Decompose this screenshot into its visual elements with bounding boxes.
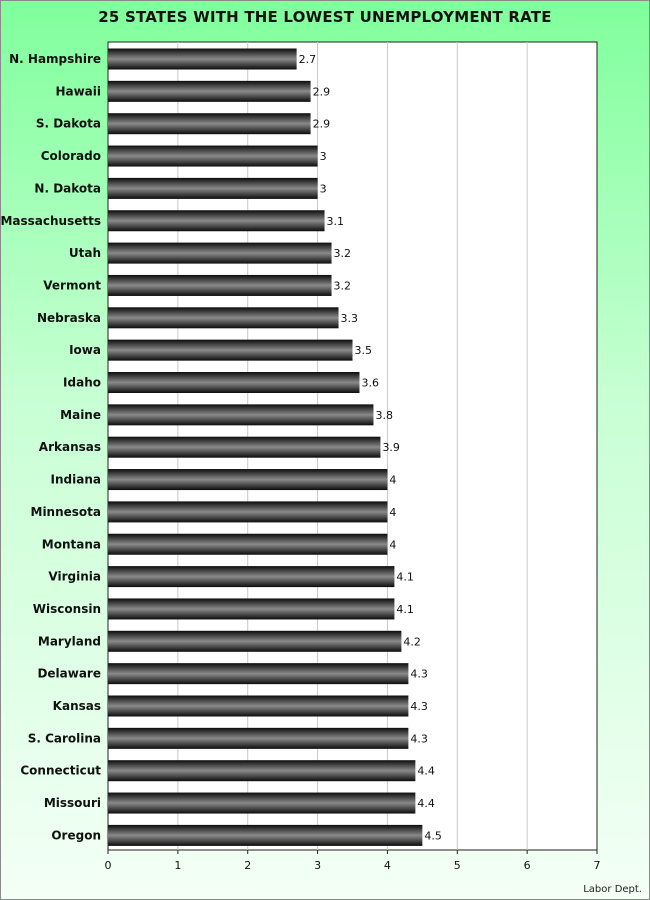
category-label: Delaware bbox=[37, 667, 101, 681]
value-label: 4 bbox=[389, 474, 396, 487]
value-label: 3.5 bbox=[355, 344, 373, 357]
x-tick-label: 6 bbox=[524, 859, 531, 872]
value-label: 4.2 bbox=[403, 635, 421, 648]
value-label: 2.7 bbox=[299, 53, 317, 66]
category-label: Hawaii bbox=[55, 84, 101, 98]
category-label: Kansas bbox=[53, 699, 101, 713]
bar bbox=[108, 372, 360, 393]
bar bbox=[108, 436, 381, 458]
value-label: 4.3 bbox=[410, 732, 428, 745]
category-label: Arkansas bbox=[39, 440, 101, 454]
value-label: 4.5 bbox=[424, 829, 442, 842]
bar bbox=[108, 274, 332, 296]
bar bbox=[108, 533, 388, 555]
category-label: Connecticut bbox=[20, 764, 101, 778]
bar bbox=[108, 695, 409, 717]
category-label: S. Dakota bbox=[36, 117, 101, 131]
bar bbox=[108, 339, 353, 361]
bar bbox=[108, 501, 388, 523]
category-label: Iowa bbox=[69, 343, 101, 357]
category-label: Vermont bbox=[43, 278, 101, 292]
x-tick-label: 2 bbox=[244, 859, 251, 872]
bar bbox=[108, 404, 374, 426]
bar bbox=[108, 792, 416, 814]
value-label: 3.2 bbox=[334, 279, 352, 292]
category-label: Virginia bbox=[48, 570, 101, 584]
bar bbox=[108, 242, 332, 264]
bar bbox=[108, 760, 416, 782]
category-label: Wisconsin bbox=[33, 602, 101, 616]
x-tick-label: 7 bbox=[594, 859, 601, 872]
value-label: 4.3 bbox=[410, 668, 428, 681]
chart-title: 25 STATES WITH THE LOWEST UNEMPLOYMENT R… bbox=[98, 8, 552, 26]
value-label: 3.9 bbox=[382, 441, 400, 454]
category-label: Maryland bbox=[38, 634, 101, 648]
bar bbox=[108, 663, 409, 685]
bar bbox=[108, 469, 388, 491]
category-label: Oregon bbox=[51, 828, 101, 842]
source-note: Labor Dept. bbox=[583, 884, 642, 895]
value-label: 4.4 bbox=[417, 765, 435, 778]
bar bbox=[108, 727, 409, 749]
category-label: Nebraska bbox=[37, 311, 101, 325]
value-label: 3.6 bbox=[361, 377, 379, 390]
value-label: 3.8 bbox=[375, 409, 393, 422]
category-label: Maine bbox=[60, 408, 101, 422]
x-tick-label: 5 bbox=[454, 859, 461, 872]
x-tick-label: 3 bbox=[314, 859, 321, 872]
category-label: Minnesota bbox=[31, 505, 102, 519]
value-label: 2.9 bbox=[313, 118, 331, 131]
category-label: S. Carolina bbox=[28, 731, 101, 745]
value-label: 4.3 bbox=[410, 700, 428, 713]
value-label: 3.1 bbox=[327, 215, 345, 228]
value-label: 2.9 bbox=[313, 85, 331, 98]
value-label: 4 bbox=[389, 506, 396, 519]
value-label: 3.2 bbox=[334, 247, 352, 260]
category-label: Montana bbox=[42, 537, 101, 551]
category-label: Massachusetts bbox=[0, 214, 101, 228]
bar bbox=[108, 48, 297, 70]
bar bbox=[108, 177, 318, 199]
x-tick-label: 0 bbox=[105, 859, 112, 872]
x-tick-label: 1 bbox=[174, 859, 181, 872]
category-label: Colorado bbox=[41, 149, 101, 163]
value-label: 3 bbox=[320, 182, 327, 195]
bar bbox=[108, 145, 318, 167]
bar bbox=[108, 307, 339, 329]
category-label: Idaho bbox=[63, 376, 101, 390]
category-label: N. Hampshire bbox=[9, 52, 101, 66]
bar bbox=[108, 210, 325, 232]
value-label: 4.1 bbox=[396, 603, 414, 616]
x-tick-label: 4 bbox=[384, 859, 391, 872]
bar bbox=[108, 80, 311, 102]
value-label: 4.4 bbox=[417, 797, 435, 810]
bar bbox=[108, 824, 423, 846]
value-label: 3.3 bbox=[341, 312, 359, 325]
category-label: Utah bbox=[69, 246, 101, 260]
category-label: Missouri bbox=[44, 796, 101, 810]
category-label: Indiana bbox=[51, 473, 101, 487]
category-label: N. Dakota bbox=[34, 181, 101, 195]
bar bbox=[108, 630, 402, 652]
value-label: 4.1 bbox=[396, 571, 414, 584]
value-label: 4 bbox=[389, 538, 396, 551]
bar bbox=[108, 566, 395, 588]
value-label: 3 bbox=[320, 150, 327, 163]
bar bbox=[108, 113, 311, 135]
bar bbox=[108, 598, 395, 620]
